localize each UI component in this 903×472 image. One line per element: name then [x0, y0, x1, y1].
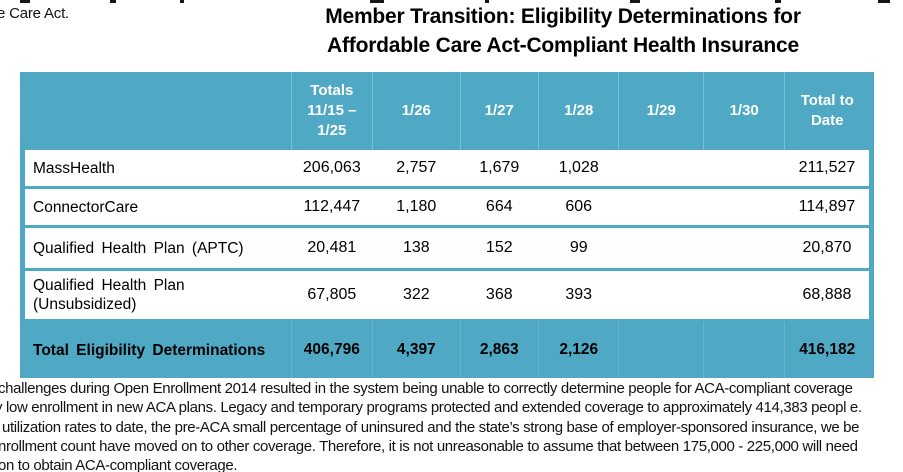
row-label: Qualified Health Plan (APTC): [22, 225, 292, 270]
table-row-connectorcare: ConnectorCare 112,447 1,180 664 606 114,…: [22, 186, 872, 227]
paragraph-line: nrollment count have moved on to other c…: [0, 438, 858, 455]
cell-value: 393: [538, 268, 619, 321]
page-title-line2: Affordable Care Act-Compliant Health Ins…: [327, 34, 799, 57]
cell-value: [703, 150, 785, 188]
row-label: ConnectorCare: [22, 186, 292, 227]
cell-value: [618, 225, 704, 270]
cell-value: [618, 268, 704, 321]
header-1-27: 1/27: [459, 72, 539, 150]
cell-value: [703, 268, 785, 321]
cell-value: 368: [460, 268, 539, 321]
cell-value: 138: [372, 225, 461, 270]
header-1-29: 1/29: [618, 72, 704, 150]
header-1-26: 1/26: [372, 72, 461, 150]
cell-value: 152: [460, 225, 539, 270]
cell-value: 206,063: [291, 150, 373, 188]
cell-value: 2,757: [372, 150, 461, 188]
total-row-label: Total Eligibility Determinations: [22, 319, 292, 378]
row-label: MassHealth: [22, 150, 292, 188]
cell-value: 20,481: [291, 225, 373, 270]
cell-value: 114,897: [784, 186, 872, 227]
paragraph-line: on to obtain ACA-compliant coverage.: [0, 457, 238, 472]
cell-value: [703, 225, 785, 270]
paragraph-line: y low enrollment in new ACA plans. Legac…: [0, 399, 862, 416]
cell-value: 606: [538, 186, 619, 227]
cell-value: 1,028: [538, 150, 619, 188]
eligibility-table: Totals 11/15 – 1/25 1/26 1/27 1/28 1/29 …: [20, 72, 874, 378]
total-cell-value: 406,796: [290, 319, 373, 378]
cell-value: [618, 150, 704, 188]
cell-value: [618, 186, 704, 227]
clipped-left-text-fragment: e Care Act.: [0, 5, 70, 22]
eligibility-table-container: Totals 11/15 – 1/25 1/26 1/27 1/28 1/29 …: [20, 72, 874, 378]
page-title: Member Transition: Eligibility Determina…: [233, 2, 893, 60]
total-cell-value: 416,182: [784, 319, 872, 378]
paragraph-line: challenges during Open Enrollment 2014 r…: [0, 380, 853, 397]
table-row-qhp-aptc: Qualified Health Plan (APTC) 20,481 138 …: [22, 225, 872, 270]
header-1-28: 1/28: [537, 72, 619, 150]
header-empty-cell: [22, 72, 292, 150]
total-cell-value: [618, 319, 704, 378]
row-label: Qualified Health Plan (Unsubsidized): [22, 268, 292, 321]
cell-value: 99: [538, 225, 619, 270]
table-row-masshealth: MassHealth 206,063 2,757 1,679 1,028 211…: [22, 150, 872, 188]
cell-value: 1,679: [460, 150, 539, 188]
header-totals-period: Totals 11/15 – 1/25: [290, 72, 373, 150]
cell-value: 664: [460, 186, 539, 227]
header-total-to-date: Total to Date: [784, 72, 872, 150]
header-1-30: 1/30: [702, 72, 785, 150]
cell-value: 112,447: [291, 186, 373, 227]
total-cell-value: 4,397: [372, 319, 461, 378]
cell-value: 211,527: [784, 150, 872, 188]
total-cell-value: 2,863: [459, 319, 539, 378]
cell-value: 67,805: [291, 268, 373, 321]
page-title-line1: Member Transition: Eligibility Determina…: [325, 5, 801, 28]
total-cell-value: [702, 319, 785, 378]
cell-value: [703, 186, 785, 227]
cell-value: 1,180: [372, 186, 461, 227]
cell-value: 20,870: [784, 225, 872, 270]
cell-value: 322: [372, 268, 461, 321]
table-row-qhp-unsubsidized: Qualified Health Plan (Unsubsidized) 67,…: [22, 268, 872, 321]
table-row-total: Total Eligibility Determinations 406,796…: [22, 319, 872, 378]
paragraph-line: utilization rates to date, the pre-ACA s…: [2, 419, 860, 436]
total-cell-value: 2,126: [537, 319, 619, 378]
table-header-row: Totals 11/15 – 1/25 1/26 1/27 1/28 1/29 …: [22, 72, 872, 150]
cell-value: 68,888: [784, 268, 872, 321]
